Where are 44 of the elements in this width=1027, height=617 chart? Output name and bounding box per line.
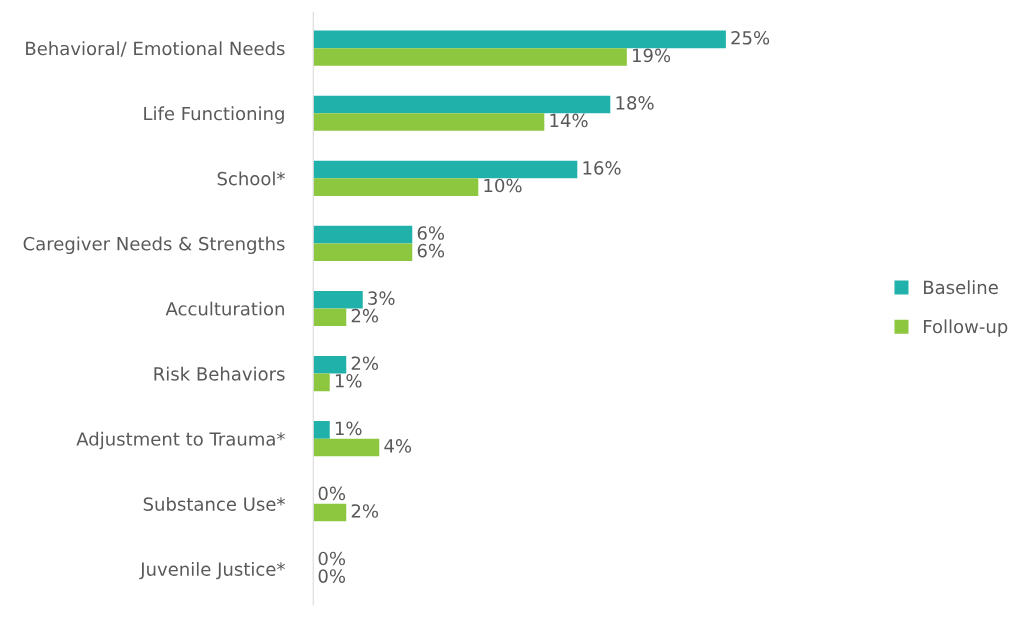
y-tick-label: Substance Use* (143, 496, 285, 511)
y-tick-label: Life Functioning (144, 106, 284, 124)
data-label: 25% (731, 30, 770, 45)
bar (313, 356, 347, 374)
y-tick-label: Adjustment to Trauma* (76, 431, 285, 450)
bar (313, 290, 363, 309)
bar (313, 421, 330, 439)
data-label: 6% (417, 226, 445, 240)
bar (313, 373, 330, 392)
legend-label: Follow-up (924, 319, 1008, 337)
bar (313, 95, 611, 114)
data-label: 0% (318, 486, 346, 501)
bar (313, 503, 347, 522)
data-label: 2% (351, 356, 379, 371)
y-tick-label: Acculturation (165, 301, 284, 316)
bar (313, 243, 413, 261)
legend-label: Baseline (924, 280, 998, 295)
data-label: 3% (368, 291, 395, 305)
data-label: 6% (417, 243, 445, 258)
data-label: 2% (351, 504, 379, 518)
data-label: 0% (318, 551, 346, 566)
bar (313, 48, 627, 66)
y-tick-label: Caregiver Needs & Strengths (23, 236, 285, 255)
y-tick-label: Risk Behaviors (154, 366, 285, 381)
data-label: 1% (335, 373, 362, 388)
bar (313, 438, 380, 457)
y-tick-label: Juvenile Justice* (139, 562, 285, 580)
data-label: 0% (318, 569, 346, 583)
data-label: 19% (632, 48, 671, 63)
bar (313, 30, 726, 49)
data-label: 4% (384, 439, 412, 453)
bar (313, 225, 413, 244)
data-label: 18% (616, 96, 654, 110)
data-label: 16% (583, 161, 621, 175)
y-tick-label: School* (217, 171, 285, 186)
bar (313, 160, 578, 179)
bar (313, 178, 479, 196)
y-tick-label: Behavioral/ Emotional Needs (26, 41, 285, 57)
data-label: 14% (550, 113, 588, 128)
bar (313, 308, 347, 327)
data-label: 2% (351, 308, 379, 323)
data-label: 1% (335, 421, 362, 436)
data-label: 10% (484, 178, 522, 193)
bar (313, 113, 545, 131)
